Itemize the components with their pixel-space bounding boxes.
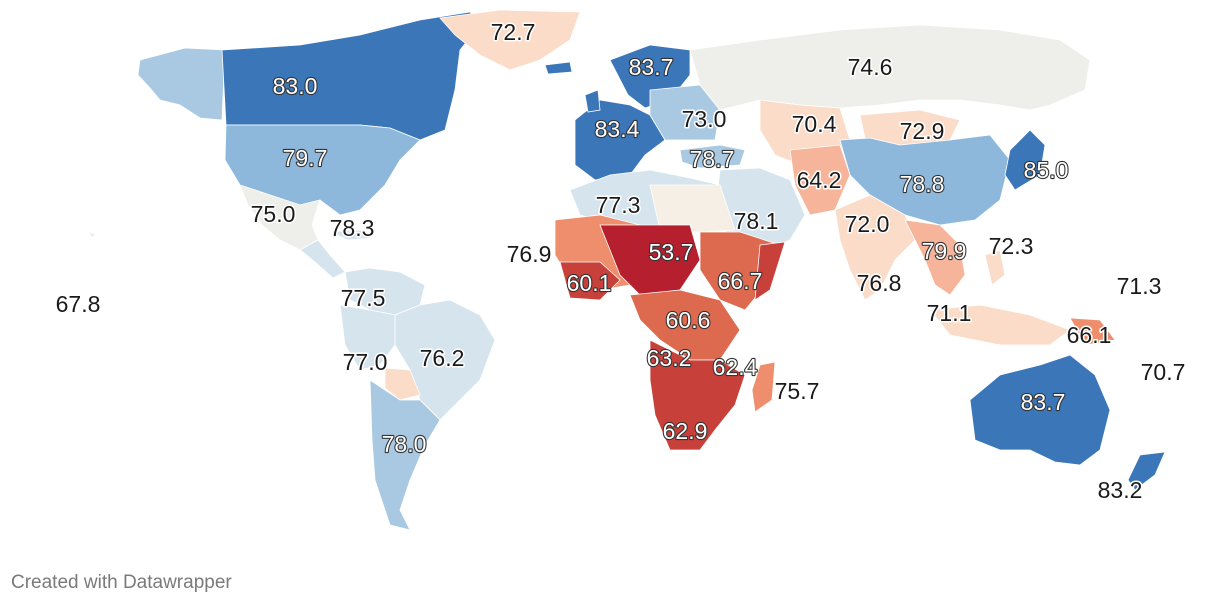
value-label-canada: 83.0	[273, 73, 318, 99]
value-label-angola: 63.2	[647, 345, 692, 371]
madagascar	[751, 361, 776, 413]
nigeria	[559, 261, 621, 301]
japan	[1004, 129, 1046, 191]
value-label-usa: 79.7	[283, 145, 328, 171]
papua	[1069, 317, 1116, 346]
value-label-australia: 83.7	[1021, 389, 1066, 415]
bolivia	[384, 367, 421, 401]
peru	[339, 304, 396, 371]
value-label-newzealand: 83.2	[1098, 477, 1143, 503]
value-label-peru: 77.0	[343, 349, 388, 375]
se-asia	[904, 219, 966, 296]
footer-credit: Created with Datawrapper	[11, 572, 232, 593]
value-label-brazil: 76.2	[420, 345, 465, 371]
value-label-hawaii: 67.8	[56, 291, 101, 317]
horn	[754, 241, 786, 301]
value-label-saudi: 78.1	[734, 208, 779, 234]
australia	[969, 354, 1111, 466]
value-label-cuba: 78.3	[330, 215, 375, 241]
value-label-argentina: 78.0	[382, 431, 427, 457]
value-label-ukraine: 73.0	[682, 106, 727, 132]
indonesia	[929, 304, 1071, 346]
alaska	[137, 47, 226, 121]
value-label-kazakhstan: 70.4	[792, 111, 837, 137]
libya-egypt	[649, 184, 736, 233]
value-label-turkey: 78.7	[690, 146, 735, 172]
iceland	[544, 61, 573, 75]
value-label-madagascar: 75.7	[775, 378, 820, 404]
value-label-algeria: 77.3	[596, 192, 641, 218]
value-label-solomon: 70.7	[1141, 359, 1186, 385]
value-label-mongolia: 72.9	[900, 118, 945, 144]
value-label-thailand: 79.9	[922, 238, 967, 264]
western-europe	[574, 99, 666, 181]
value-label-maldives: 76.8	[857, 270, 902, 296]
argentina-chile	[369, 379, 441, 531]
world-map: 72.7 83.0 79.7 75.0 78.3 67.8 77.5 77.0 76.2 78.0…	[54, 9, 1187, 531]
value-label-japan: 85.0	[1024, 157, 1069, 183]
value-label-mexico: 75.0	[251, 201, 296, 227]
value-label-tanzania: 62.4	[713, 354, 758, 380]
value-labels: 72.7 83.0 79.7 75.0 78.3 67.8 77.5 77.0 76.2 78.0…	[54, 18, 1187, 505]
value-label-southafrica: 62.9	[663, 418, 708, 444]
value-label-sweden: 83.7	[629, 54, 674, 80]
value-label-greenland: 72.7	[491, 19, 536, 45]
value-label-chad: 53.7	[649, 239, 694, 265]
value-label-westafrica: 76.9	[507, 241, 552, 267]
value-label-india: 72.0	[845, 211, 890, 237]
value-label-china: 78.8	[900, 171, 945, 197]
value-label-ethiopia: 66.7	[718, 268, 763, 294]
cuba	[329, 229, 374, 241]
hawaii	[87, 231, 97, 239]
value-label-nigeria: 60.1	[567, 270, 612, 296]
value-label-drc: 60.6	[666, 307, 711, 333]
country-shapes	[87, 9, 1166, 531]
value-label-france: 83.4	[595, 116, 640, 142]
value-label-png: 66.1	[1067, 322, 1112, 348]
value-label-afghanistan: 64.2	[797, 167, 842, 193]
value-label-indonesia: 71.1	[927, 300, 972, 326]
philippines	[984, 249, 1006, 286]
uk	[584, 89, 601, 113]
value-label-russia: 74.6	[848, 54, 893, 80]
new-zealand	[1127, 451, 1166, 491]
india	[834, 194, 916, 301]
canada	[221, 11, 481, 141]
southern-africa	[649, 339, 746, 451]
brazil	[394, 299, 496, 421]
greenland	[439, 9, 581, 71]
value-label-micronesia: 71.3	[1117, 273, 1162, 299]
turkey	[679, 144, 746, 169]
value-label-philippines: 72.3	[989, 233, 1034, 259]
value-label-colombia: 77.5	[341, 285, 386, 311]
